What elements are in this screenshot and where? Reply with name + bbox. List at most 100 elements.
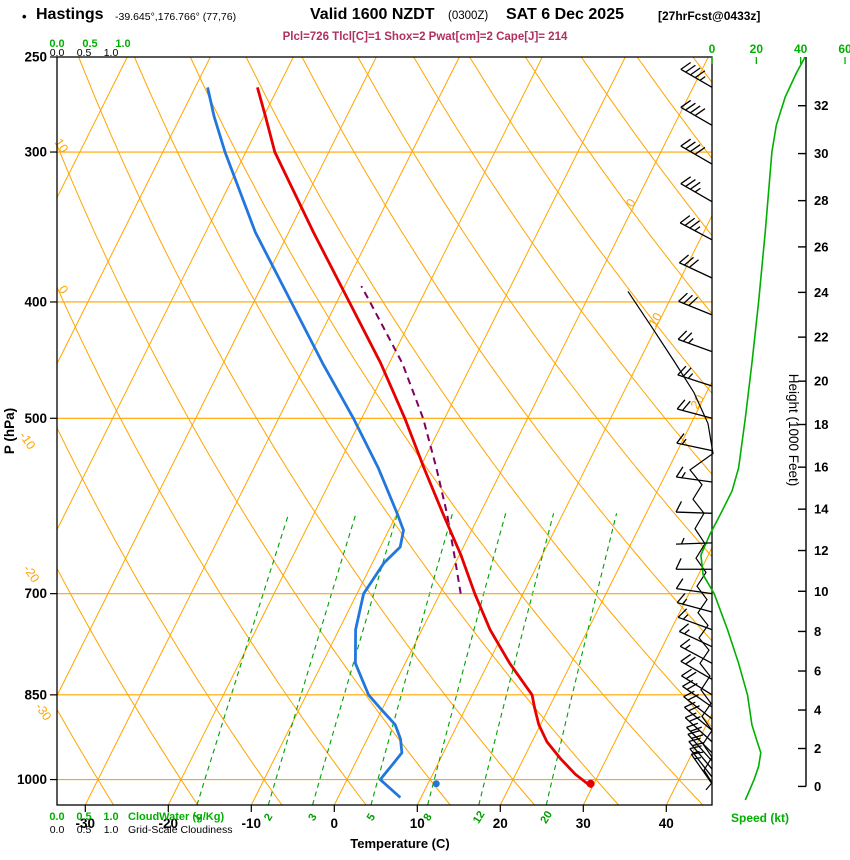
- height-tick-label: 6: [814, 664, 821, 679]
- temperature-axis-title: Temperature (C): [350, 836, 449, 851]
- height-tick-label: 28: [814, 193, 828, 208]
- wind-barb: [677, 608, 713, 631]
- height-tick-label: 22: [814, 330, 828, 345]
- temperature-axis: -30 -20 -10 0 10 20 30 40 Temperature (C): [76, 805, 674, 851]
- wind-barb: [690, 751, 713, 785]
- cloudiness-scale-bottom: 1.0: [104, 824, 119, 836]
- surface-temperature-dot: [586, 779, 595, 788]
- mixing-ratio-lines: [196, 513, 618, 805]
- station-name: Hastings: [36, 6, 104, 23]
- station-bullet-icon: •: [22, 9, 27, 24]
- wind-barb: [676, 399, 713, 419]
- cloudiness-label: Grid-Scale Cloudiness: [128, 824, 232, 836]
- wind-barb: [679, 638, 713, 664]
- height-tick-label: 32: [814, 98, 828, 113]
- wind-speed-curve: [700, 56, 806, 801]
- pressure-axis-title: P (hPa): [2, 408, 17, 454]
- svg-text:20: 20: [688, 392, 707, 411]
- temperature-tick-label: -30: [76, 816, 96, 831]
- svg-text:8: 8: [421, 812, 434, 824]
- station-coords: -39.645°,176.766° (77,76): [115, 11, 237, 23]
- svg-text:3: 3: [306, 812, 319, 824]
- speed-tick-label: 60: [838, 42, 850, 56]
- svg-text:0: 0: [623, 196, 639, 209]
- dewpoint-curve: [206, 87, 405, 799]
- wind-barb: [675, 558, 712, 570]
- pressure-tick-label: 300: [24, 145, 47, 160]
- forecast-tag: [27hrFcst@0433z]: [658, 9, 761, 23]
- svg-text:2: 2: [262, 812, 275, 824]
- adiabat-labels: 100-10-20-30: [16, 136, 71, 723]
- pressure-tick-label: 500: [24, 411, 47, 426]
- wind-barb: [687, 730, 713, 762]
- height-axis-title: Height (1000 Feet): [786, 374, 801, 487]
- wind-barb: [680, 61, 713, 88]
- cloudiness-scale-top: 1.0: [104, 47, 119, 59]
- svg-text:-10: -10: [16, 429, 38, 452]
- wind-barb: [678, 292, 713, 316]
- dry-adiabat-lines: [57, 57, 712, 805]
- profiles: [206, 87, 593, 799]
- wind-barb: [679, 215, 713, 241]
- wind-barb: [680, 176, 713, 203]
- wind-barb: [681, 668, 713, 696]
- wind-barb: [684, 701, 713, 731]
- temperature-curve: [256, 87, 593, 789]
- wind-barb: [675, 578, 713, 595]
- height-tick-label: 10: [814, 584, 828, 599]
- cloud-scales: 0.0 0.5 1.0 0.0 0.5 1.0 0.0 0.5 1.0 CloudWater (g…: [49, 38, 232, 836]
- wind-direction-trace: [627, 291, 714, 791]
- wind-barb: [682, 679, 713, 708]
- cloudwater-scale-top: 0.5: [82, 38, 97, 50]
- mixing-ratio-labels: 1 2 3 5 8 12 20: [191, 809, 555, 826]
- speed-tick-label: 40: [794, 42, 808, 56]
- wind-barb: [680, 99, 713, 126]
- valid-time: Valid 1600 NZDT: [310, 6, 435, 23]
- height-tick-label: 20: [814, 374, 828, 389]
- wind-barb: [675, 466, 713, 483]
- pressure-lines: [57, 57, 712, 781]
- temperature-tick-label: -20: [159, 816, 179, 831]
- wind-barb: [684, 712, 713, 743]
- temperature-tick-label: -10: [242, 816, 262, 831]
- svg-text:5: 5: [365, 812, 378, 824]
- cloudiness-scale-bottom: 0.0: [50, 824, 65, 836]
- pressure-tick-label: 700: [24, 586, 47, 601]
- wind-barb: [676, 593, 713, 613]
- svg-text:10: 10: [646, 310, 665, 329]
- speed-tick-label: 0: [709, 42, 716, 56]
- cloudwater-label: CloudWater (g/Kg): [128, 811, 224, 823]
- height-tick-label: 12: [814, 543, 828, 558]
- height-tick-label: 24: [814, 285, 829, 300]
- skewt-grid: [57, 57, 712, 805]
- valid-time-z: (0300Z): [448, 10, 489, 22]
- height-tick-label: 14: [814, 502, 829, 517]
- wind-barb: [677, 330, 713, 353]
- header: • Hastings -39.645°,176.766° (77,76) Val…: [0, 6, 850, 30]
- surface-dots: [432, 779, 595, 788]
- cloudiness-scale-bottom: 0.5: [77, 824, 92, 836]
- height-tick-label: 2: [814, 741, 821, 756]
- valid-date: SAT 6 Dec 2025: [506, 6, 624, 23]
- svg-text:-30: -30: [32, 700, 54, 723]
- wind-barb: [688, 737, 713, 770]
- temperature-tick-label: 40: [659, 816, 674, 831]
- surface-dewpoint-dot: [432, 780, 440, 788]
- svg-text:-20: -20: [20, 562, 42, 585]
- temperature-tick-label: 10: [410, 816, 425, 831]
- cloudiness-scale-top: 0.0: [50, 47, 65, 59]
- temperature-tick-label: 0: [331, 816, 339, 831]
- pressure-tick-label: 250: [24, 50, 47, 65]
- svg-text:0: 0: [56, 283, 71, 297]
- height-tick-label: 8: [814, 624, 821, 639]
- wind-barb: [675, 501, 713, 514]
- height-tick-label: 18: [814, 417, 828, 432]
- wind-barb: [677, 365, 713, 387]
- pressure-tick-label: 400: [24, 294, 47, 309]
- svg-text:1: 1: [191, 812, 204, 824]
- height-tick-label: 16: [814, 460, 828, 475]
- height-tick-label: 4: [814, 703, 822, 718]
